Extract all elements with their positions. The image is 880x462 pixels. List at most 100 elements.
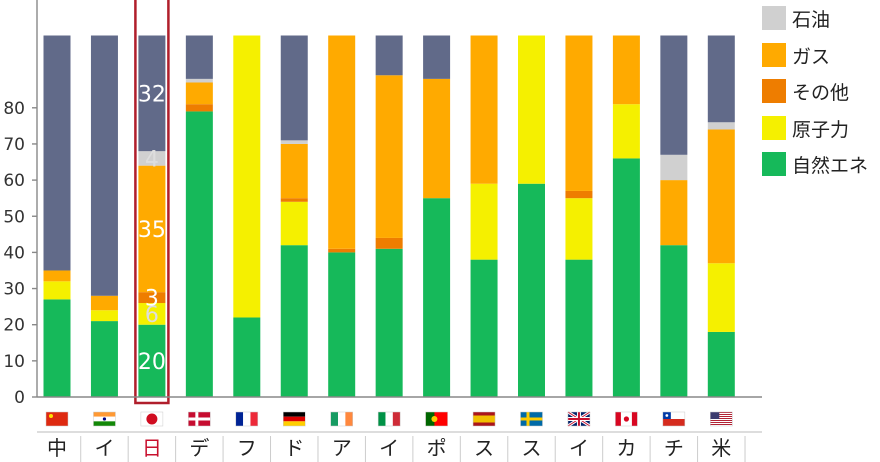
bar-segment-coal: [707, 35, 735, 123]
bar-segment-renewables: [470, 259, 498, 397]
bar-segment-gas: [612, 35, 640, 105]
bar-segment-coal: [280, 35, 308, 141]
y-tick-label: 70: [3, 135, 25, 155]
bar-segment-renewables: [185, 111, 213, 397]
bar-segment-other: [138, 292, 166, 304]
bar-segment-renewables: [280, 245, 308, 397]
y-tick-label: 0: [14, 388, 25, 408]
bar-segment-nuclear: [43, 281, 71, 300]
data-label: 32: [138, 82, 166, 107]
bar-stack-デンマーク: [185, 35, 213, 397]
flag-icon-in: [93, 411, 116, 427]
bar-segment-coal: [375, 35, 403, 76]
legend-item-oil: 石油: [762, 5, 830, 31]
bar-stack-スウェーデン: [518, 35, 545, 397]
bar-segment-other: [185, 104, 213, 112]
bar-segment-renewables: [90, 321, 118, 397]
bar-segment-other: [565, 190, 593, 199]
y-tick-label: 80: [3, 99, 25, 119]
legend-swatch-renewables: [762, 152, 786, 176]
x-tick-label: 米: [711, 436, 731, 460]
bar-stack-ドイツ: [280, 35, 308, 397]
bar-stack-カナダ: [612, 35, 640, 397]
flag-icon-ie: [330, 411, 353, 427]
legend-item-renewables: 自然エネ: [762, 151, 868, 177]
bar-segment-gas: [660, 180, 688, 246]
x-tick-label: ス: [522, 436, 542, 460]
data-label: 20: [138, 350, 166, 375]
bar-segment-oil: [280, 140, 308, 144]
x-tick-label: イ: [569, 436, 589, 460]
x-tick-label: イ: [94, 436, 114, 460]
bar-segment-nuclear: [470, 183, 498, 260]
x-tick-label: カ: [616, 436, 636, 460]
bar-segment-coal: [43, 35, 71, 271]
flag-icon-de: [283, 411, 306, 427]
bar-segment-coal: [660, 35, 688, 155]
bar-segment-coal: [423, 35, 451, 79]
bar-stack-フランス: [233, 35, 261, 397]
bar-segment-gas: [280, 143, 308, 199]
bar-stack-イタリア: [375, 35, 403, 397]
bar-segment-nuclear: [138, 303, 166, 325]
bar-segment-renewables: [707, 331, 735, 397]
bar-segment-gas: [707, 129, 735, 264]
x-tick-label: ア: [332, 436, 352, 460]
y-tick-label: 40: [3, 243, 25, 263]
x-tick-label: デ: [189, 436, 209, 460]
x-tick-label: フ: [237, 436, 257, 460]
legend-label-other: その他: [792, 81, 850, 104]
flag-icon-us: [710, 411, 733, 427]
bar-segment-oil: [138, 151, 166, 166]
bar-stack-中国: [43, 35, 71, 397]
bar-segment-renewables: [518, 183, 545, 397]
x-tick-label: ポ: [427, 436, 447, 460]
flag-icon-pt: [425, 411, 448, 427]
bar-segment-other: [328, 248, 356, 253]
bar-segment-oil: [185, 78, 213, 83]
flag-icon-gb: [567, 410, 591, 428]
bar-segment-renewables: [612, 158, 640, 397]
legend-item-gas: ガス: [762, 42, 830, 68]
bar-segment-oil: [660, 154, 688, 181]
data-label: 3: [145, 287, 159, 312]
bar-segment-nuclear: [518, 35, 545, 184]
bar-segment-coal: [185, 35, 213, 79]
flag-icon-es: [472, 411, 496, 427]
bar-segment-gas: [423, 78, 451, 199]
bar-segment-renewables: [233, 317, 261, 397]
bar-stack-チリ: [660, 35, 688, 397]
bar-segment-renewables: [423, 198, 451, 397]
bar-segment-nuclear: [233, 35, 261, 318]
bar-segment-other: [375, 237, 403, 249]
legend-item-nuclear: 原子力: [762, 115, 849, 141]
legend-label-oil: 石油: [792, 8, 831, 31]
x-tick-label: イ: [379, 436, 399, 460]
y-tick-label: 30: [3, 280, 25, 300]
bar-stack-米国: [707, 35, 735, 397]
bar-segment-nuclear: [612, 104, 640, 159]
bar-segment-renewables: [565, 259, 593, 397]
legend-item-other: その他: [762, 78, 849, 104]
flag-icon-cl: [662, 411, 686, 427]
bar-segment-renewables: [43, 299, 71, 397]
bar-segment-gas: [185, 82, 213, 105]
x-tick-label: ド: [284, 436, 304, 460]
bar-stack-ポルトガル: [423, 35, 451, 397]
data-label: 35: [138, 218, 166, 243]
flag-icon-jp: [140, 411, 164, 427]
bar-segment-coal: [90, 35, 118, 296]
y-tick-label: 60: [3, 171, 25, 191]
bar-segment-gas: [328, 35, 356, 249]
highlight-frame: [134, 0, 170, 405]
y-tick-label: 50: [3, 207, 25, 227]
x-tick-label: チ: [664, 436, 684, 460]
bar-stack-イギリス: [565, 35, 593, 397]
flag-icon-cn: [45, 411, 69, 427]
bar-segment-gas: [470, 35, 498, 184]
bar-segment-gas: [565, 35, 593, 191]
bar-segment-nuclear: [565, 198, 593, 260]
y-tick-label: 20: [3, 316, 25, 336]
bar-segment-coal: [138, 35, 166, 152]
